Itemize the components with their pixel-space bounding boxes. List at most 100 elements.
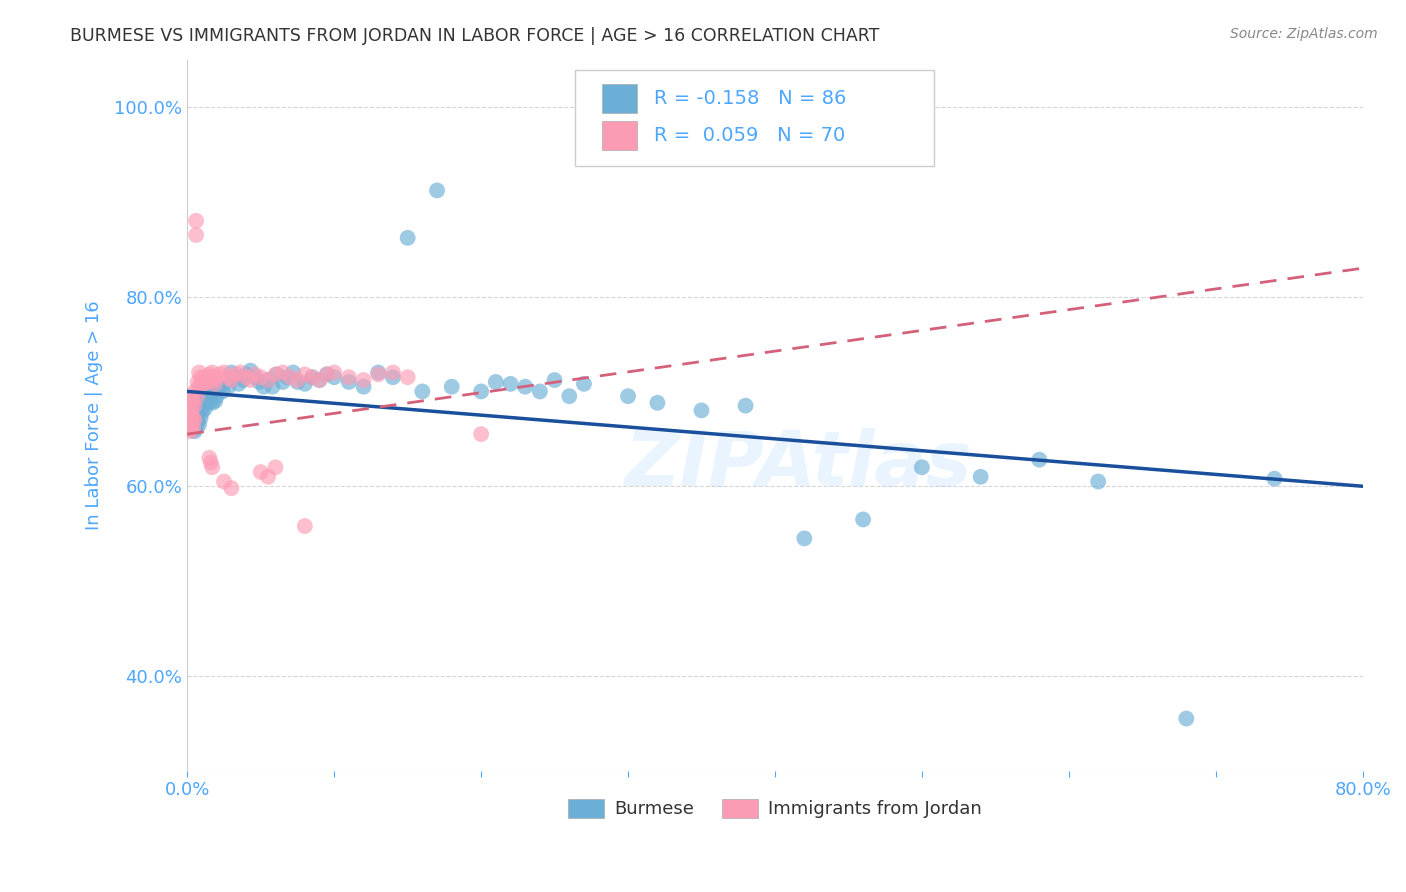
Point — [191, 375, 214, 389]
Point — [367, 368, 389, 382]
Point — [257, 470, 280, 484]
Point — [337, 370, 360, 384]
Y-axis label: In Labor Force | Age > 16: In Labor Force | Age > 16 — [86, 301, 103, 530]
Point — [177, 413, 200, 427]
Point — [529, 384, 551, 399]
Point — [381, 366, 404, 380]
Point — [195, 373, 218, 387]
Point — [181, 396, 204, 410]
Point — [249, 465, 271, 479]
Point — [264, 368, 287, 382]
Point — [353, 373, 375, 387]
Point — [225, 368, 247, 382]
Point — [793, 532, 815, 546]
Point — [191, 405, 214, 419]
Point — [294, 368, 316, 382]
FancyBboxPatch shape — [602, 85, 637, 113]
Point — [221, 366, 243, 380]
Point — [180, 413, 202, 427]
Point — [243, 368, 266, 382]
Point — [180, 422, 202, 436]
Point — [301, 370, 323, 384]
Point — [301, 370, 323, 384]
Point — [204, 393, 226, 408]
Point — [499, 376, 522, 391]
Point — [177, 403, 200, 417]
Point — [188, 366, 211, 380]
Point — [187, 415, 209, 429]
Point — [184, 420, 207, 434]
FancyBboxPatch shape — [602, 121, 637, 150]
Point — [278, 370, 301, 384]
Point — [249, 370, 271, 384]
Point — [440, 380, 463, 394]
Point — [204, 376, 226, 391]
Text: R = -0.158   N = 86: R = -0.158 N = 86 — [654, 89, 846, 108]
Point — [180, 417, 202, 432]
Point — [190, 411, 212, 425]
Point — [200, 389, 222, 403]
Point — [198, 368, 221, 382]
Point — [179, 417, 201, 432]
Point — [184, 214, 207, 228]
Point — [183, 413, 205, 427]
Point — [294, 519, 316, 533]
Point — [262, 380, 284, 394]
Point — [181, 405, 204, 419]
Point — [179, 393, 201, 408]
Text: Source: ZipAtlas.com: Source: ZipAtlas.com — [1230, 27, 1378, 41]
Point — [183, 424, 205, 438]
Point — [179, 411, 201, 425]
Point — [323, 370, 346, 384]
Point — [202, 383, 225, 397]
Point — [177, 411, 200, 425]
Point — [308, 373, 330, 387]
Point — [184, 408, 207, 422]
Point — [243, 370, 266, 384]
Point — [911, 460, 934, 475]
Point — [426, 183, 449, 197]
Point — [470, 427, 492, 442]
Point — [276, 370, 298, 384]
Point — [323, 366, 346, 380]
Point — [337, 375, 360, 389]
Point — [197, 375, 219, 389]
Point — [183, 413, 205, 427]
Point — [190, 393, 212, 408]
Point — [180, 403, 202, 417]
Point — [232, 373, 254, 387]
Point — [266, 368, 288, 382]
Point — [212, 366, 235, 380]
Point — [239, 363, 262, 377]
Point — [969, 470, 991, 484]
Point — [181, 411, 204, 425]
Point — [188, 417, 211, 432]
Point — [177, 403, 200, 417]
Point — [183, 401, 205, 415]
Point — [271, 375, 294, 389]
Point — [188, 403, 211, 417]
Point — [690, 403, 713, 417]
Point — [200, 370, 222, 384]
Point — [205, 370, 228, 384]
Point — [187, 399, 209, 413]
Point — [194, 370, 217, 384]
Point — [179, 408, 201, 422]
Point — [198, 450, 221, 465]
Point — [271, 366, 294, 380]
Point — [194, 401, 217, 416]
Point — [572, 376, 595, 391]
Point — [287, 373, 309, 387]
Point — [197, 396, 219, 410]
Point — [396, 370, 419, 384]
Point — [208, 368, 231, 382]
Point — [225, 370, 247, 384]
Point — [201, 366, 224, 380]
Point — [315, 368, 337, 382]
Point — [315, 368, 337, 382]
Point — [181, 422, 204, 436]
Point — [180, 389, 202, 403]
Legend: Burmese, Immigrants from Jordan: Burmese, Immigrants from Jordan — [561, 792, 990, 826]
Point — [257, 373, 280, 387]
Point — [485, 375, 508, 389]
